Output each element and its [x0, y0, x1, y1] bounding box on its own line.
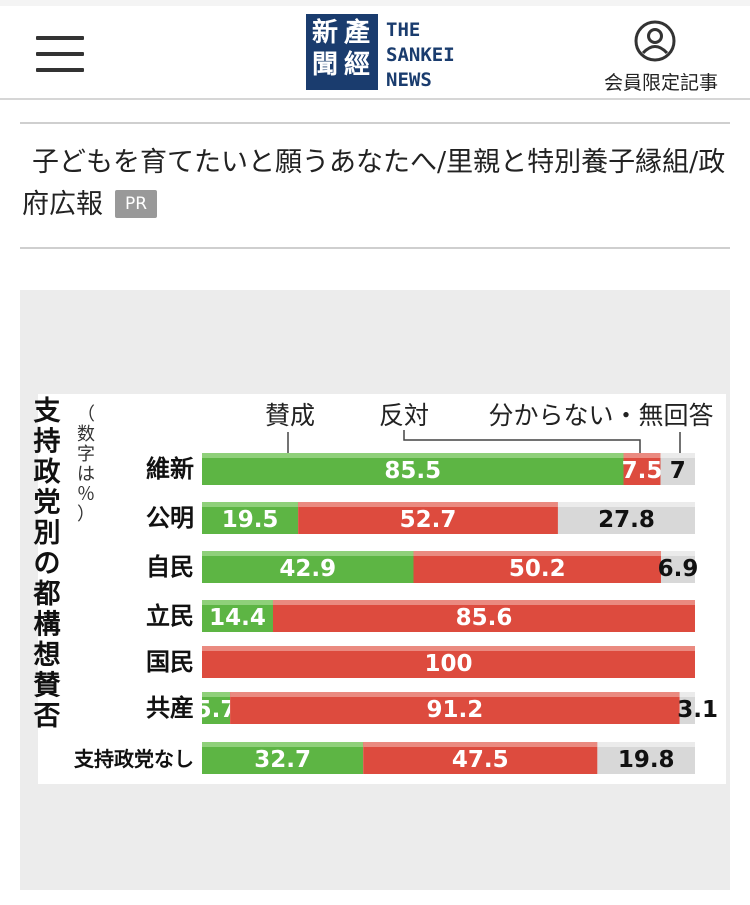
- logo-kanji: 產: [344, 18, 371, 48]
- site-header: 產 經 新 聞 THE SANKEI NEWS 会員限定記事: [0, 6, 750, 100]
- pr-ad-link[interactable]: 子どもを育てたいと願うあなたへ/里親と特別養子縁組/政府広報 PR: [22, 142, 726, 226]
- logo-kanji: 經: [344, 50, 371, 80]
- hamburger-icon: [36, 36, 84, 40]
- menu-button[interactable]: [36, 34, 84, 74]
- logo-mark: 產 經 新 聞: [306, 14, 378, 90]
- divider: [20, 247, 730, 249]
- chart-panel: [20, 290, 730, 890]
- divider: [20, 122, 730, 124]
- pr-title-text: 子どもを育てたいと願うあなたへ/里親と特別養子縁組/政府広報: [22, 147, 726, 220]
- top-strip: [0, 0, 750, 6]
- logo-kanji: 新: [312, 18, 339, 48]
- member-articles-button[interactable]: 会員限定記事: [586, 16, 736, 96]
- logo-wordmark: THE SANKEI NEWS: [386, 19, 455, 91]
- account-label: 会員限定記事: [603, 72, 718, 94]
- user-circle-icon: [634, 20, 676, 62]
- logo-kanji: 聞: [312, 50, 339, 80]
- pr-badge: PR: [115, 190, 158, 218]
